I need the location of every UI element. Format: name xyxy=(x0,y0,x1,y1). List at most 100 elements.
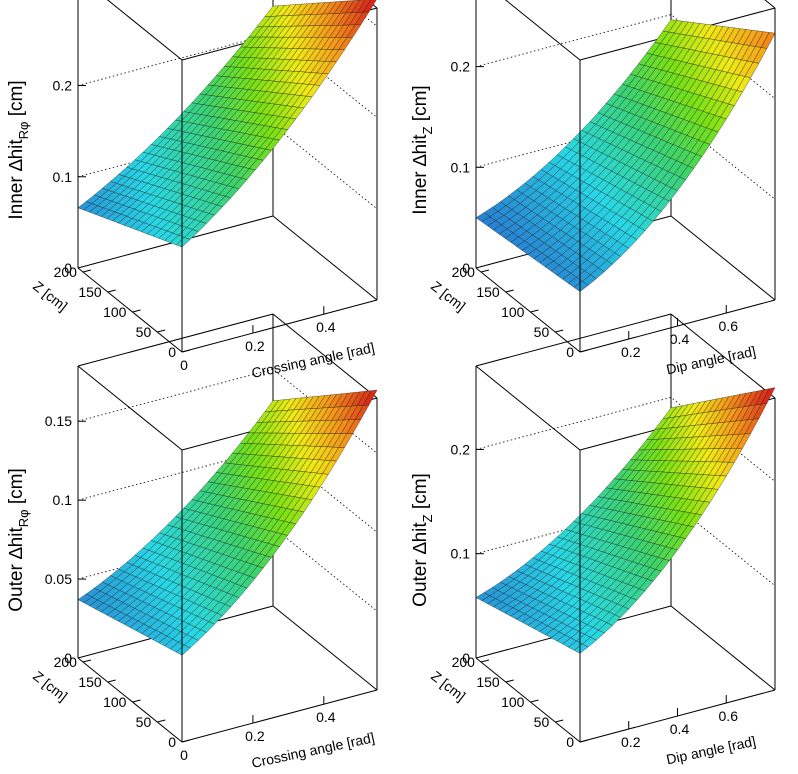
y-tick xyxy=(107,679,116,683)
y-tick-label: 150 xyxy=(78,674,102,690)
y-axis-line xyxy=(475,267,581,353)
surface-patch xyxy=(175,237,191,248)
z-tick-label: 0.3 xyxy=(53,0,73,2)
y-axis-title: Z [cm] xyxy=(428,668,468,705)
box-edge xyxy=(670,313,776,399)
y-tick-label: 50 xyxy=(136,714,152,730)
y-tick-label: 100 xyxy=(501,694,525,710)
z-axis-title-subscript: Rφ xyxy=(16,509,31,527)
z-axis-title: Inner ∆hitRφ [cm] xyxy=(6,80,31,219)
box-edge xyxy=(106,0,183,61)
x-tick-label: 0.2 xyxy=(245,728,265,744)
x-axis-title: Dip angle [rad] xyxy=(665,733,757,768)
y-tick xyxy=(530,699,539,703)
y-tick-label: 0 xyxy=(566,734,574,750)
y-tick xyxy=(107,289,116,293)
y-tick-label: 0 xyxy=(168,344,176,360)
box-edge xyxy=(272,605,378,691)
surface-patch xyxy=(175,644,191,656)
z-axis-title-unit: [cm] xyxy=(6,468,27,509)
z-axis-title-main: Outer ∆hit xyxy=(6,527,27,612)
y-tick xyxy=(181,349,191,353)
x-axis-title: Crossing angle [rad] xyxy=(250,339,376,381)
z-axis-title: Outer ∆hitZ [cm] xyxy=(410,473,435,607)
y-tick xyxy=(505,289,514,293)
y-tick xyxy=(530,309,539,313)
y-axis-title: Z [cm] xyxy=(30,668,70,705)
y-axis-title: Z [cm] xyxy=(30,278,70,315)
y-axis-title: Z [cm] xyxy=(428,278,468,315)
y-axis-line xyxy=(77,657,183,743)
y-tick xyxy=(579,739,589,743)
z-axis-title: Inner ∆hitZ [cm] xyxy=(410,85,435,214)
y-tick xyxy=(132,309,141,313)
z-axis-title-subscript: Z xyxy=(420,126,435,134)
surface-panel-4: 0.1 0.2 0 0.2 0.4 0.6 Dip angle [rad] 0 50 100150… xyxy=(410,313,776,768)
y-tick-label: 0 xyxy=(566,344,574,360)
y-tick-label: 200 xyxy=(54,264,78,280)
x-tick-label: 0.2 xyxy=(245,338,265,354)
x-axis-title: Crossing angle [rad] xyxy=(250,729,376,771)
y-tick xyxy=(505,679,514,683)
y-tick xyxy=(555,329,564,333)
y-tick-label: 100 xyxy=(103,304,127,320)
z-axis-title-main: Inner ∆hit xyxy=(6,139,27,220)
box-edge xyxy=(77,313,274,367)
y-tick-label: 50 xyxy=(534,714,550,730)
y-axis-line xyxy=(475,657,581,743)
x-axis-line xyxy=(181,299,378,353)
y-tick xyxy=(480,269,490,273)
surface-patch xyxy=(573,643,589,654)
y-tick xyxy=(82,659,92,663)
x-tick-label: 0.6 xyxy=(719,708,739,724)
y-tick xyxy=(82,269,92,273)
x-tick-label: 0.2 xyxy=(621,344,641,360)
y-tick xyxy=(555,719,564,723)
box-edge xyxy=(504,0,581,61)
z-tick-label: 0.1 xyxy=(451,546,471,562)
x-tick-label: 0 xyxy=(180,747,188,763)
y-tick-label: 150 xyxy=(476,674,500,690)
x-tick-label: 0.4 xyxy=(316,319,336,335)
box-edge xyxy=(272,313,378,399)
y-tick-label: 150 xyxy=(476,284,500,300)
z-axis-title-subscript: Z xyxy=(420,514,435,522)
box-edge xyxy=(77,365,183,451)
z-axis-title-unit: [cm] xyxy=(6,80,27,121)
y-tick xyxy=(157,329,166,333)
y-tick-label: 50 xyxy=(534,324,550,340)
x-tick-label: 0.4 xyxy=(316,709,336,725)
box-edge xyxy=(475,365,581,451)
y-tick xyxy=(181,739,191,743)
y-tick xyxy=(579,349,589,353)
box-edge xyxy=(475,313,672,367)
x-axis-line xyxy=(181,689,378,743)
y-tick xyxy=(480,659,490,663)
x-tick-label: 0.6 xyxy=(719,318,739,334)
x-tick-label: 0 xyxy=(180,357,188,373)
box-edge xyxy=(764,0,776,9)
z-tick-label: 0.1 xyxy=(451,159,471,175)
z-axis-title: Outer ∆hitRφ [cm] xyxy=(6,468,31,612)
y-axis-line xyxy=(77,267,183,353)
z-axis-title-unit: [cm] xyxy=(410,85,431,126)
z-tick-label: 0 xyxy=(462,260,470,276)
z-axis-title-unit: [cm] xyxy=(410,473,431,514)
surface-patch xyxy=(573,281,589,292)
z-tick-label: 0 xyxy=(64,650,72,666)
y-tick-label: 50 xyxy=(136,324,152,340)
z-tick-label: 0.2 xyxy=(53,78,73,94)
z-axis-title-main: Outer ∆hit xyxy=(410,522,431,607)
y-tick-label: 100 xyxy=(501,304,525,320)
z-tick-label: 0 xyxy=(64,260,72,276)
z-tick-label: 0.15 xyxy=(45,413,72,429)
y-tick-label: 200 xyxy=(452,264,476,280)
x-tick-label: 0.4 xyxy=(670,721,690,737)
box-edge xyxy=(272,215,378,301)
z-tick-label: 0 xyxy=(462,650,470,666)
y-tick-label: 200 xyxy=(452,654,476,670)
y-tick-label: 100 xyxy=(103,694,127,710)
